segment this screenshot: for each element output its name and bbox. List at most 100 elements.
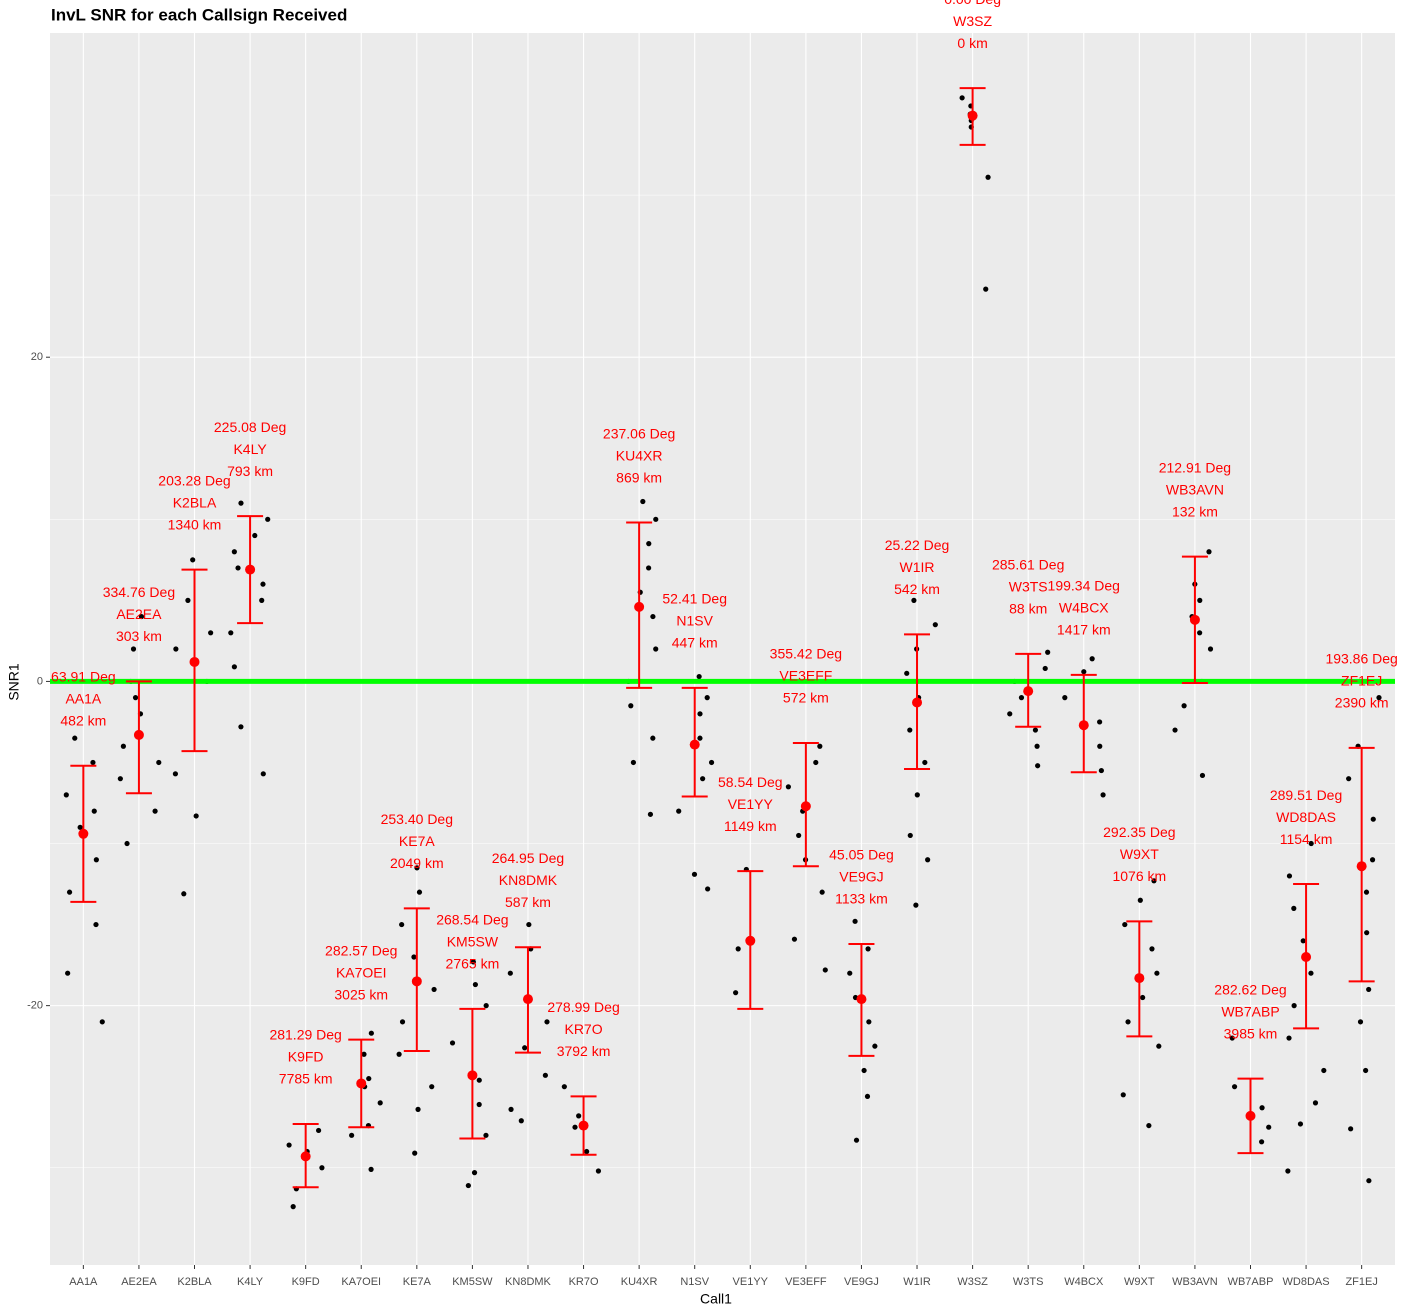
- annotation: 281.29 Deg: [269, 1027, 341, 1043]
- mean-point: [912, 697, 923, 708]
- mean-point: [1301, 952, 1312, 962]
- point: [518, 1118, 524, 1124]
- point: [1286, 873, 1293, 879]
- annotation: 132 km: [1172, 503, 1218, 519]
- mean-point: [1245, 1110, 1256, 1121]
- point: [120, 743, 126, 749]
- annotation: W1IR: [900, 559, 935, 575]
- annotation: W9XT: [1120, 846, 1159, 862]
- point: [63, 792, 69, 798]
- point: [691, 871, 698, 877]
- point: [735, 946, 741, 952]
- point: [228, 630, 234, 636]
- point: [138, 613, 145, 620]
- annotation: KM5SW: [447, 934, 499, 950]
- y-tick-label: 20: [31, 351, 43, 363]
- x-tick-label: KA7OEI: [341, 1276, 381, 1288]
- point: [864, 1093, 871, 1100]
- annotation: 1154 km: [1280, 831, 1333, 847]
- point: [572, 1124, 578, 1130]
- point: [414, 865, 420, 871]
- y-tick-label: -20: [27, 1000, 43, 1012]
- x-tick-label: KN8DMK: [505, 1276, 552, 1288]
- annotation: 542 km: [894, 581, 940, 597]
- annotation: VE1YY: [728, 796, 774, 812]
- point: [1369, 857, 1376, 863]
- point: [185, 597, 191, 603]
- point: [1229, 1035, 1235, 1041]
- point: [472, 981, 478, 988]
- point: [399, 1019, 406, 1025]
- point: [315, 1127, 322, 1134]
- annotation: 285.61 Deg: [992, 557, 1064, 573]
- annotation: VE9GJ: [839, 869, 883, 885]
- x-tick-label: K2BLA: [177, 1276, 212, 1288]
- point: [465, 1182, 471, 1189]
- point: [676, 808, 682, 814]
- point: [708, 759, 715, 766]
- point: [925, 857, 931, 863]
- point: [1137, 897, 1143, 903]
- point: [130, 646, 137, 652]
- point: [640, 498, 646, 505]
- annotation: 355.42 Deg: [770, 646, 842, 662]
- mean-point: [133, 729, 144, 740]
- point: [1312, 1100, 1319, 1106]
- point: [1007, 711, 1013, 717]
- point: [907, 727, 913, 733]
- point: [1100, 792, 1106, 798]
- point: [697, 711, 703, 717]
- point: [959, 95, 965, 101]
- annotation: AA1A: [65, 690, 101, 706]
- annotation: 292.35 Deg: [1103, 824, 1175, 840]
- annotation: 278.99 Deg: [547, 999, 619, 1015]
- point: [911, 597, 917, 603]
- annotation: 212.91 Deg: [1159, 459, 1231, 475]
- x-tick-label: W4BCX: [1064, 1276, 1104, 1288]
- point: [193, 813, 199, 819]
- point: [1207, 646, 1214, 652]
- point: [1297, 1121, 1304, 1127]
- mean-point: [856, 994, 867, 1005]
- point: [1291, 1003, 1297, 1009]
- annotation: 1076 km: [1112, 868, 1166, 884]
- x-tick-label: W3SZ: [957, 1276, 988, 1288]
- point: [190, 557, 196, 563]
- point: [1045, 649, 1051, 655]
- annotation: W3TS: [1009, 579, 1048, 595]
- point: [476, 1101, 482, 1108]
- annotation: 193.86 Deg: [1325, 651, 1397, 667]
- point: [231, 664, 237, 670]
- point: [1097, 743, 1103, 749]
- annotation: 25.22 Deg: [885, 537, 950, 553]
- point: [872, 1043, 878, 1049]
- annotation: 447 km: [672, 635, 718, 651]
- point: [847, 970, 853, 976]
- mean-point: [1356, 861, 1367, 872]
- annotation: WB7ABP: [1221, 1003, 1279, 1019]
- point: [132, 695, 139, 701]
- point: [813, 759, 819, 766]
- point: [1172, 727, 1178, 733]
- x-tick-label: W3TS: [1013, 1276, 1044, 1288]
- x-tick-label: W1IR: [903, 1276, 931, 1288]
- point: [985, 174, 991, 180]
- mean-point: [1023, 686, 1034, 697]
- annotation: 52.41 Deg: [662, 591, 727, 607]
- point: [470, 959, 476, 965]
- point: [507, 970, 513, 976]
- point: [1370, 816, 1376, 822]
- annotation: 88 km: [1009, 601, 1047, 617]
- point: [1321, 1067, 1327, 1074]
- point: [1181, 703, 1187, 709]
- point: [361, 1051, 367, 1057]
- point: [913, 902, 919, 908]
- point: [796, 832, 802, 839]
- annotation: KA7OEI: [336, 964, 387, 980]
- point: [231, 549, 237, 555]
- point: [914, 792, 920, 798]
- annotation: 282.62 Deg: [1214, 981, 1286, 997]
- annotation: 334.76 Deg: [103, 584, 175, 600]
- point: [853, 1137, 860, 1143]
